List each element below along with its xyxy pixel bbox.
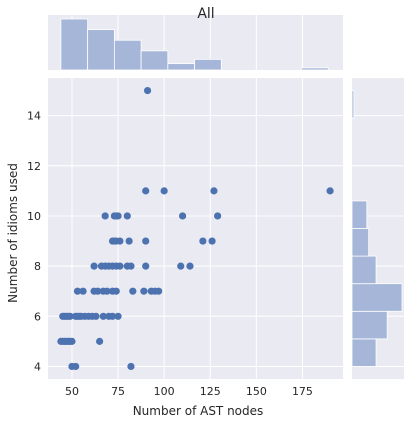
plot-background <box>48 78 343 379</box>
x-histogram-bar <box>60 18 89 71</box>
y-histogram-bar <box>351 310 388 340</box>
scatter-point <box>114 212 122 220</box>
x-tick-label: 150 <box>246 385 267 398</box>
y-tick-label: 4 <box>34 360 41 373</box>
scatter-point <box>72 362 80 371</box>
scatter-point <box>79 287 87 295</box>
x-histogram-bar <box>194 58 222 71</box>
right-marginal-histogram <box>351 78 404 379</box>
scatter-point <box>178 212 187 220</box>
y-tick-label: 12 <box>27 160 41 173</box>
scatter-plot-area: 50 75 100 125 150 175 4 6 8 10 12 14 <box>27 78 343 398</box>
scatter-point <box>210 187 218 195</box>
x-histogram-bar <box>140 50 169 71</box>
scatter-point <box>66 312 74 320</box>
scatter-point <box>127 362 135 371</box>
y-histogram-bar <box>351 283 403 312</box>
y-tick-label: 8 <box>34 260 41 273</box>
scatter-point <box>160 187 168 195</box>
scatter-point <box>103 287 111 295</box>
x-tick-label: 125 <box>200 385 221 398</box>
y-histogram-bar <box>351 255 377 285</box>
scatter-point <box>92 312 100 320</box>
scatter-point <box>96 337 104 345</box>
scatter-point <box>199 237 207 245</box>
scatter-point <box>123 212 131 220</box>
y-histogram-bar <box>351 338 377 367</box>
scatter-point <box>143 86 152 95</box>
y-histogram-bar <box>351 228 370 257</box>
scatter-point <box>112 287 120 295</box>
scatter-point <box>114 312 122 320</box>
y-tick-label: 10 <box>27 210 41 223</box>
top-marginal-histogram <box>48 15 343 71</box>
scatter-point <box>101 212 109 220</box>
x-tick-label: 50 <box>65 385 79 398</box>
scatter-point <box>208 237 216 245</box>
scatter-point <box>142 187 150 195</box>
scatter-point <box>155 287 163 295</box>
x-axis-label: Number of AST nodes <box>133 404 264 418</box>
scatter-point <box>177 262 185 270</box>
scatter-point <box>116 262 124 270</box>
scatter-point <box>142 262 150 270</box>
y-histogram-bar <box>351 90 355 119</box>
chart-title: All <box>197 6 214 22</box>
x-histogram-bar <box>113 39 142 71</box>
x-histogram-bar <box>87 29 115 71</box>
y-axis-label: Number of idioms used <box>6 163 20 303</box>
scatter-point <box>127 262 135 270</box>
scatter-point <box>68 337 76 345</box>
scatter-point <box>140 287 148 295</box>
scatter-point <box>125 237 133 245</box>
x-tick-label: 100 <box>154 385 175 398</box>
scatter-point <box>116 237 124 245</box>
scatter-point <box>90 262 98 270</box>
scatter-point <box>186 262 194 270</box>
scatter-point <box>99 312 107 320</box>
scatter-point <box>326 187 334 195</box>
x-histogram-bar <box>301 67 329 71</box>
y-tick-label: 6 <box>34 310 41 323</box>
y-tick-label: 14 <box>27 110 41 123</box>
scatter-point <box>214 212 222 220</box>
scatter-point <box>108 312 117 320</box>
scatter-point <box>129 287 137 295</box>
x-tick-label: 75 <box>111 385 125 398</box>
x-histogram-bar <box>167 63 195 71</box>
scatter-point <box>94 287 102 295</box>
x-tick-label: 175 <box>292 385 313 398</box>
scatter-point <box>73 287 82 295</box>
scatter-point <box>142 237 150 245</box>
y-histogram-bar <box>351 200 368 229</box>
